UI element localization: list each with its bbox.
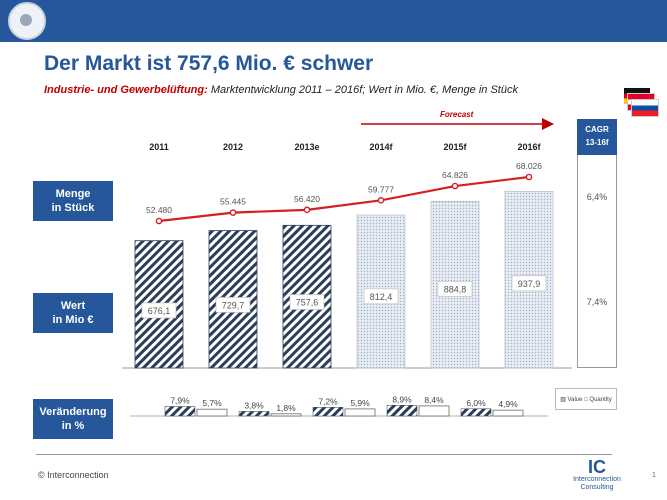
copyright-text: © Interconnection xyxy=(38,470,109,480)
subtitle-lead: Industrie- und Gewerbelüftung: xyxy=(44,84,208,96)
change-value-bar-3 xyxy=(312,407,344,417)
menge-label-line2: in Stück xyxy=(51,202,95,214)
logo-name-line2: Consulting xyxy=(580,484,614,491)
quantity-point-2013e xyxy=(303,206,311,214)
change-value-bar-2 xyxy=(238,411,270,417)
quantity-line xyxy=(158,175,530,223)
subtitle-rest: Marktentwicklung 2011 – 2016f; Wert in M… xyxy=(207,84,518,96)
change-quantity-label-4: 8,4% xyxy=(424,395,444,405)
quantity-point-2015f xyxy=(451,182,459,190)
value-label-2013e: 757,6 xyxy=(296,298,319,308)
interconnection-logo: IC Interconnection Consulting xyxy=(572,458,622,492)
logo-mark: IC xyxy=(588,457,606,477)
value-label-2015f: 884,8 xyxy=(444,284,467,294)
quantity-label-2013e: 56.420 xyxy=(294,194,320,204)
cagr-wert-value: 7,4% xyxy=(586,297,608,307)
quantity-point-2012 xyxy=(229,209,237,216)
quantity-label-2011: 52.480 xyxy=(146,205,172,215)
value-label-2016f: 937,9 xyxy=(518,279,541,289)
page-title: Der Markt ist 757,6 Mio. € schwer xyxy=(44,52,374,75)
page-subtitle: Industrie- und Gewerbelüftung: Marktentw… xyxy=(44,84,518,96)
change-value-label-3: 7,2% xyxy=(318,396,338,406)
change-quantity-label-3: 5,9% xyxy=(350,398,370,408)
top-banner xyxy=(0,0,667,42)
change-value-bar-5 xyxy=(460,408,492,417)
change-value-label-1: 7,9% xyxy=(170,396,190,406)
change-quantity-bar-4 xyxy=(418,405,450,417)
change-value-bar-4 xyxy=(386,405,418,417)
page-number: 1 xyxy=(652,472,656,479)
value-label-box-2014f xyxy=(363,288,399,305)
quantity-label-2016f: 68.026 xyxy=(516,161,542,171)
quantity-label-2015f: 64.826 xyxy=(442,170,468,180)
quantity-label-2014f: 59.777 xyxy=(368,184,394,194)
change-quantity-bar-2 xyxy=(270,413,302,417)
cagr-header: CAGR 13-16f xyxy=(577,119,617,155)
menge-label: Menge in Stück xyxy=(33,181,113,221)
year-label-2012: 2012 xyxy=(223,142,243,152)
wert-label-line2: in Mio € xyxy=(52,314,94,326)
year-label-2013e: 2013e xyxy=(294,142,319,152)
wert-label: Wert in Mio € xyxy=(33,293,113,333)
value-label-2012: 729,7 xyxy=(222,300,245,310)
change-quantity-label-5: 4,9% xyxy=(498,399,518,409)
year-label-2011: 2011 xyxy=(149,142,169,152)
value-label-box-2015f xyxy=(437,281,473,297)
change-value-label-5: 6,0% xyxy=(466,398,486,408)
cagr-header-line1: CAGR xyxy=(585,125,609,134)
change-quantity-label-1: 5,7% xyxy=(202,398,222,408)
company-logo-icon xyxy=(8,2,46,40)
year-label-2015f: 2015f xyxy=(443,142,467,152)
change-value-label-2: 3,8% xyxy=(244,400,264,410)
value-label-2011: 676,1 xyxy=(148,306,171,316)
footer-divider xyxy=(36,454,612,455)
change-quantity-bar-5 xyxy=(492,409,524,417)
change-legend: ▨ Value □ Quantity xyxy=(555,388,617,410)
change-quantity-bar-3 xyxy=(344,408,376,417)
forecast-label: Forecast xyxy=(440,110,474,119)
veraenderung-label: Veränderung in % xyxy=(33,399,113,439)
change-quantity-bar-1 xyxy=(196,408,228,417)
value-label-box-2016f xyxy=(511,275,547,292)
change-value-bar-1 xyxy=(164,406,196,417)
value-label-box-2013e xyxy=(289,294,325,310)
cagr-menge-value: 6,4% xyxy=(586,192,608,202)
quantity-point-2014f xyxy=(377,197,385,204)
quantity-point-2011 xyxy=(155,217,163,225)
value-label-2014f: 812,4 xyxy=(370,292,393,302)
change-value-label-4: 8,9% xyxy=(392,394,412,404)
value-label-box-2012 xyxy=(215,297,251,313)
cagr-header-line2: 13-16f xyxy=(585,138,609,147)
year-label-2014f: 2014f xyxy=(369,142,393,152)
wert-label-line1: Wert xyxy=(60,300,86,312)
cagr-column xyxy=(577,155,617,368)
change-quantity-label-2: 1,8% xyxy=(276,403,296,413)
veraenderung-label-line2: in % xyxy=(61,420,85,432)
menge-label-line1: Menge xyxy=(55,188,91,200)
veraenderung-label-line1: Veränderung xyxy=(39,406,107,418)
quantity-point-2016f xyxy=(525,173,533,181)
value-label-box-2011 xyxy=(141,302,177,319)
year-label-2016f: 2016f xyxy=(517,142,541,152)
quantity-label-2012: 55.445 xyxy=(220,197,246,207)
logo-name-line1: Interconnection xyxy=(573,476,621,483)
slovakia-flag-icon xyxy=(632,100,658,116)
